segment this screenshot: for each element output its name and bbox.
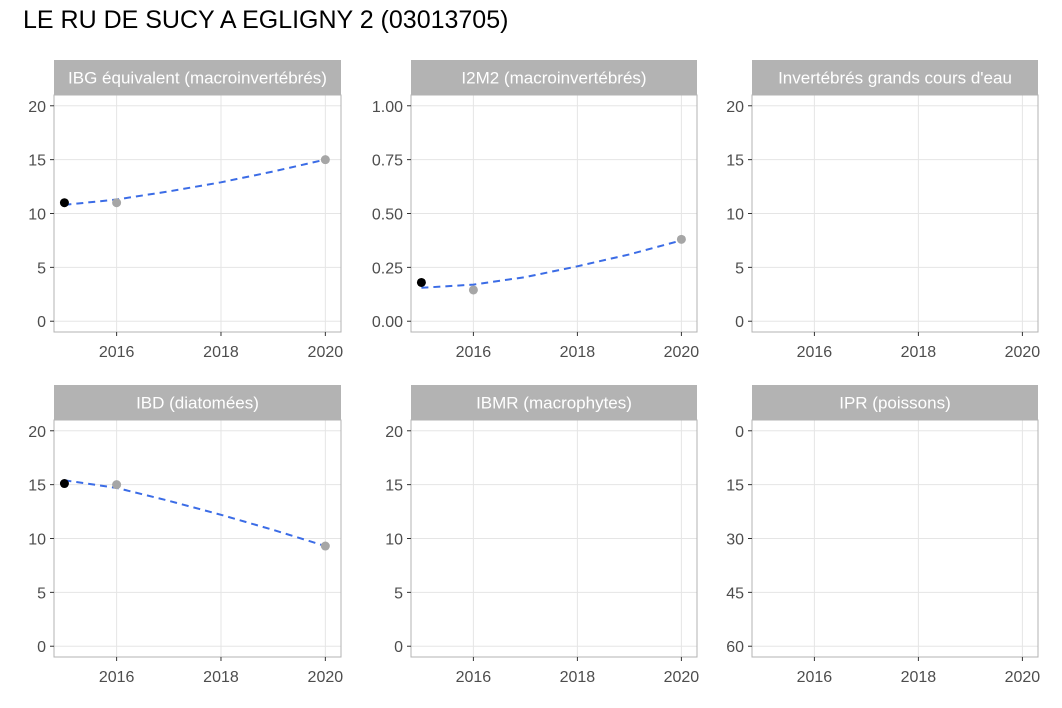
x-tick-label: 2018 <box>901 344 937 361</box>
x-tick-label: 2020 <box>664 669 700 686</box>
y-tick-label: 0 <box>394 639 403 656</box>
facet-strip-title: IBG équivalent (macroinvertébrés) <box>68 69 327 88</box>
y-tick-label: 0 <box>37 314 46 331</box>
x-tick-label: 2016 <box>456 344 492 361</box>
x-tick-label: 2018 <box>560 669 596 686</box>
y-tick-label: 0.25 <box>372 260 403 277</box>
data-point <box>112 480 122 490</box>
y-tick-label: 45 <box>726 585 744 602</box>
x-tick-label: 2018 <box>560 344 596 361</box>
y-tick-label: 10 <box>28 207 46 224</box>
y-tick-label: 15 <box>28 153 46 170</box>
facet-panel: I2M2 (macroinvertébrés) 0.00 0.25 0.50 0.75 1… <box>372 60 699 361</box>
x-tick-label: 2016 <box>456 669 492 686</box>
data-point <box>112 198 122 208</box>
data-point <box>320 541 330 551</box>
y-tick-label: 20 <box>28 424 46 441</box>
y-tick-label: 20 <box>28 99 46 116</box>
x-tick-label: 2020 <box>664 344 700 361</box>
x-tick-label: 2016 <box>797 669 833 686</box>
x-tick-label: 2020 <box>1005 669 1041 686</box>
y-tick-label: 0.75 <box>372 153 403 170</box>
data-point-first <box>59 198 69 208</box>
y-tick-label: 20 <box>726 99 744 116</box>
y-tick-label: 0 <box>37 639 46 656</box>
facet-strip <box>752 385 1038 420</box>
data-point <box>320 155 330 165</box>
y-tick-label: 15 <box>726 153 744 170</box>
x-tick-label: 2020 <box>308 669 344 686</box>
facet-panel: IPR (poissons) 0 15 30 45 60 2016 2018 2020 <box>726 385 1040 686</box>
y-tick-label: 10 <box>726 207 744 224</box>
facet-panel: IBD (diatomées) 0 5 10 15 20 2016 2018 2020 <box>28 385 343 686</box>
x-tick-label: 2018 <box>203 669 239 686</box>
x-tick-label: 2016 <box>99 344 135 361</box>
y-tick-label: 0.50 <box>372 207 403 224</box>
y-tick-label: 10 <box>28 532 46 549</box>
y-tick-label: 0 <box>735 314 744 331</box>
data-point <box>468 285 478 295</box>
page-title: LE RU DE SUCY A EGLIGNY 2 (03013705) <box>23 6 509 34</box>
facet-panel: Invertébrés grands cours d'eau0510152020… <box>726 60 1040 361</box>
y-tick-label: 20 <box>385 424 403 441</box>
facet-strip <box>411 60 697 95</box>
facet-strip <box>752 60 1038 95</box>
y-tick-label: 5 <box>394 585 403 602</box>
y-tick-label: 0.00 <box>372 314 403 331</box>
facet-strip-title: I2M2 (macroinvertébrés) <box>461 69 646 88</box>
facet-strip <box>411 385 697 420</box>
y-tick-label: 5 <box>37 260 46 277</box>
y-tick-label: 15 <box>385 478 403 495</box>
x-tick-label: 2016 <box>99 669 135 686</box>
facet-strip-title: IBMR (macrophytes) <box>476 394 632 413</box>
data-point <box>676 234 686 244</box>
x-tick-label: 2018 <box>901 669 937 686</box>
facet-strip <box>54 60 341 95</box>
data-point-first <box>416 277 426 287</box>
y-tick-label: 60 <box>726 639 744 656</box>
data-point-first <box>59 479 69 489</box>
x-tick-label: 2020 <box>308 344 344 361</box>
facet-panel: IBG équivalent (macroinvertébrés) 0 5 10 15 2… <box>28 60 343 361</box>
y-tick-label: 15 <box>28 478 46 495</box>
y-tick-label: 5 <box>37 585 46 602</box>
y-tick-label: 10 <box>385 532 403 549</box>
facet-panel: IBMR (macrophytes) 0 5 10 15 20 2016 2018 2020 <box>385 385 699 686</box>
trend-line <box>64 158 326 206</box>
facet-strip <box>54 385 341 420</box>
y-tick-label: 5 <box>735 260 744 277</box>
y-tick-label: 15 <box>726 478 744 495</box>
facet-strip-title: IBD (diatomées) <box>136 394 259 413</box>
y-tick-label: 1.00 <box>372 99 403 116</box>
y-tick-label: 30 <box>726 532 744 549</box>
facet-strip-title: Invertébrés grands cours d'eau <box>778 69 1012 88</box>
x-tick-label: 2020 <box>1005 344 1041 361</box>
x-tick-label: 2018 <box>203 344 239 361</box>
facet-strip-title: IPR (poissons) <box>839 394 950 413</box>
trend-line <box>421 239 682 289</box>
y-tick-label: 0 <box>735 424 744 441</box>
trend-line <box>64 479 326 547</box>
x-tick-label: 2016 <box>797 344 833 361</box>
